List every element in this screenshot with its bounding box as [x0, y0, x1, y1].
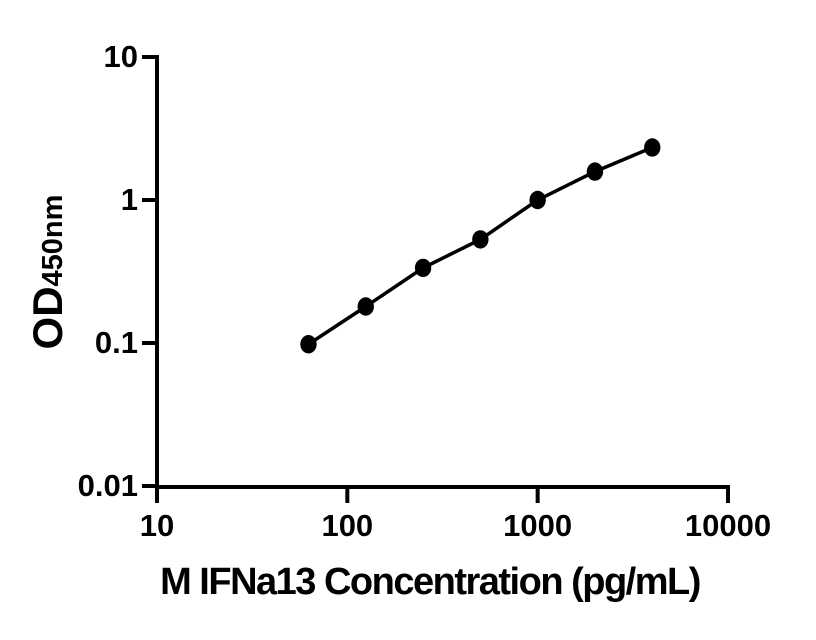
x-axis-title: M IFNa13 Concentration (pg/mL) [160, 561, 701, 603]
x-tick-label: 1000 [503, 508, 573, 543]
x-tick-label: 10000 [684, 508, 772, 543]
y-tick-label: 0.1 [94, 325, 138, 360]
data-point-marker [644, 138, 661, 157]
x-tick-label: 100 [321, 508, 374, 543]
data-point-marker [414, 258, 432, 278]
y-tick-label: 0.01 [77, 468, 138, 503]
data-point-marker [586, 162, 604, 181]
y-tick-label: 10 [103, 39, 138, 74]
x-tick-label: 10 [139, 508, 175, 543]
data-point-marker [300, 335, 317, 354]
data-point-marker [472, 230, 489, 249]
data-point-marker [529, 190, 546, 210]
y-tick-label: 1 [120, 182, 138, 217]
data-point-marker [357, 297, 374, 316]
